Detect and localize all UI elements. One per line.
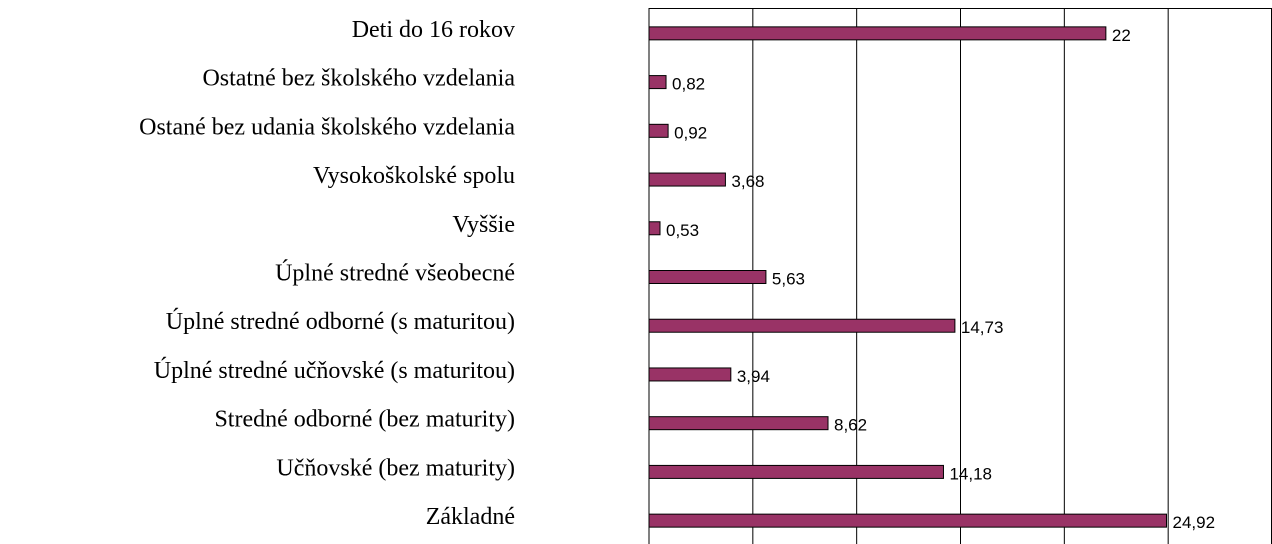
category-label: Deti do 16 rokov <box>352 17 515 43</box>
bar <box>648 123 669 138</box>
value-label: 22 <box>1112 26 1131 45</box>
value-label: 3,68 <box>731 172 764 191</box>
value-label: 3,94 <box>737 367 770 386</box>
bar <box>648 172 726 187</box>
category-label: Vyššie <box>452 212 515 238</box>
category-label: Úplné stredné učňovské (s maturitou) <box>154 357 515 384</box>
bar <box>648 367 732 382</box>
value-label: 0,53 <box>666 221 699 240</box>
bar <box>648 75 667 90</box>
category-label: Stredné odborné (bez maturity) <box>214 407 515 433</box>
category-label: Úplné stredné všeobecné <box>275 260 515 287</box>
category-label: Úplné stredné odborné (s maturitou) <box>166 308 515 335</box>
value-label: 8,62 <box>834 416 867 435</box>
bar <box>648 416 829 431</box>
bar <box>648 270 767 284</box>
category-label: Základné <box>426 504 515 530</box>
bar <box>648 464 944 479</box>
bar <box>648 26 1107 41</box>
value-label: 14,18 <box>949 464 992 483</box>
bar <box>648 318 956 333</box>
category-label: Ostané bez udania školského vzdelania <box>139 114 515 140</box>
bar <box>648 513 1168 528</box>
value-label: 5,63 <box>772 269 805 288</box>
category-label: Ostatné bez školského vzdelania <box>202 66 515 92</box>
value-label: 24,92 <box>1173 513 1216 532</box>
category-label: Učňovské (bez maturity) <box>276 455 515 481</box>
value-label: 14,73 <box>961 318 1004 337</box>
value-label: 0,92 <box>674 123 707 142</box>
category-label: Vysokoškolské spolu <box>313 163 515 189</box>
bar <box>648 221 661 236</box>
value-label: 0,82 <box>672 75 705 94</box>
